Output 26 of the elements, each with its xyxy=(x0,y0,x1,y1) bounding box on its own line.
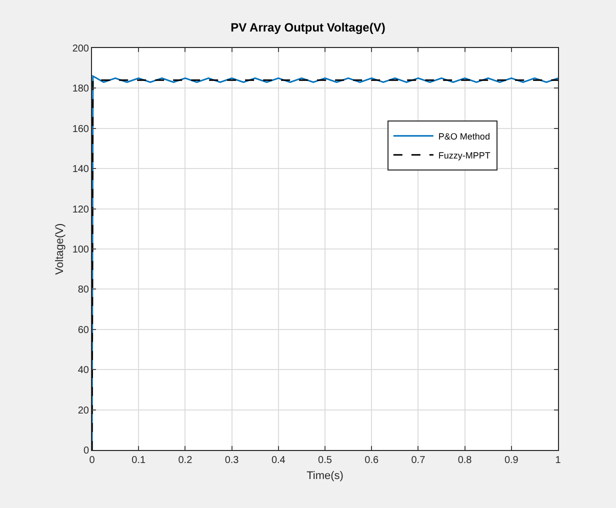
x-tick-label: 0.2 xyxy=(178,455,193,466)
x-axis-title: Time(s) xyxy=(306,470,344,482)
y-tick-label: 20 xyxy=(78,405,90,416)
x-tick-label: 0.8 xyxy=(458,455,472,466)
y-tick-label: 60 xyxy=(78,324,90,336)
y-tick-label: 80 xyxy=(78,284,90,296)
y-axis-title: Voltage(V) xyxy=(54,223,66,275)
y-tick-label: 40 xyxy=(78,365,90,376)
legend-label: P&O Method xyxy=(438,131,490,142)
chart-title: PV Array Output Voltage(V) xyxy=(230,20,386,34)
x-tick-label: 0.4 xyxy=(271,455,286,466)
y-tick-label: 160 xyxy=(72,124,90,135)
x-tick-label: 0.9 xyxy=(504,455,519,466)
x-tick-label: 0.7 xyxy=(411,455,426,466)
y-tick-label: 200 xyxy=(72,44,90,54)
y-tick-label: 120 xyxy=(72,204,90,216)
y-tick-label: 140 xyxy=(72,164,90,176)
y-tick-label: 180 xyxy=(72,84,90,95)
x-tick-label: 1 xyxy=(555,455,562,466)
y-tick-label: 100 xyxy=(72,244,90,256)
x-tick-label: 0.3 xyxy=(224,455,240,466)
x-tick-label: 0.1 xyxy=(132,455,146,466)
y-tick-label: 0 xyxy=(83,446,90,456)
x-tick-label: 0.6 xyxy=(364,455,379,466)
x-tick-label: 0.5 xyxy=(318,455,332,466)
legend-label: Fuzzy-MPPT xyxy=(438,150,491,160)
